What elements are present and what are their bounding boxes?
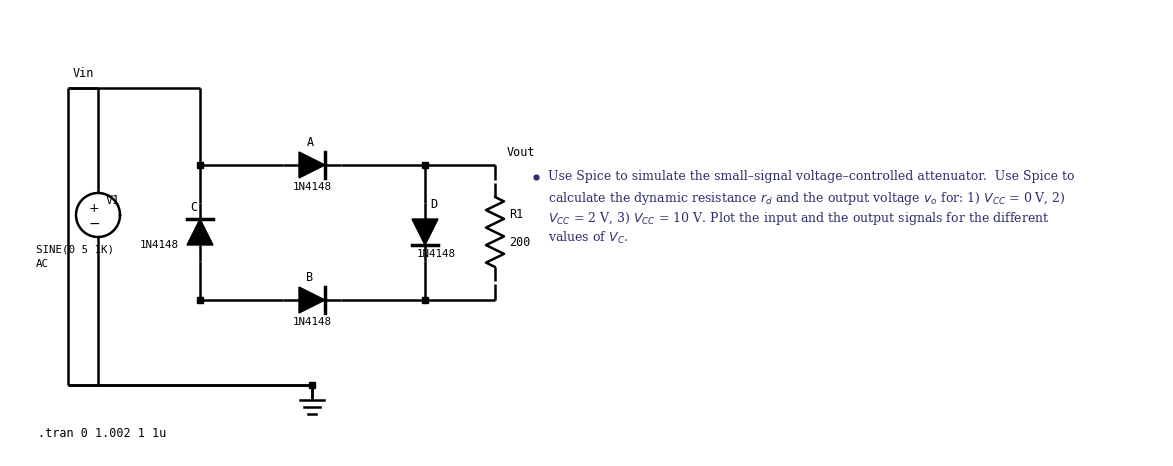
Text: B: B <box>306 271 313 284</box>
Text: +: + <box>89 203 100 215</box>
Polygon shape <box>412 219 438 245</box>
Text: Vin: Vin <box>73 67 94 80</box>
Polygon shape <box>299 152 325 178</box>
Polygon shape <box>187 219 213 245</box>
Polygon shape <box>299 287 325 313</box>
Text: Use Spice to simulate the small–signal voltage–controlled attenuator.  Use Spice: Use Spice to simulate the small–signal v… <box>548 170 1074 183</box>
Text: 1N4148: 1N4148 <box>416 249 456 259</box>
Text: values of $V_C$.: values of $V_C$. <box>548 230 629 246</box>
Text: 1N4148: 1N4148 <box>292 182 332 192</box>
Text: .tran 0 1.002 1 1u: .tran 0 1.002 1 1u <box>38 427 167 440</box>
Text: D: D <box>430 198 438 211</box>
Text: AC: AC <box>36 259 49 269</box>
Text: A: A <box>306 136 313 149</box>
Text: calculate the dynamic resistance $r_d$ and the output voltage $v_o$ for: 1) $V_{: calculate the dynamic resistance $r_d$ a… <box>548 190 1066 207</box>
Text: 1N4148: 1N4148 <box>292 317 332 327</box>
Text: C: C <box>190 201 197 214</box>
Text: R1: R1 <box>509 207 523 220</box>
Text: $V_{CC}$ = 2 V, 3) $V_{CC}$ = 10 V. Plot the input and the output signals for th: $V_{CC}$ = 2 V, 3) $V_{CC}$ = 10 V. Plot… <box>548 210 1050 227</box>
Text: 200: 200 <box>509 235 530 248</box>
Text: V1: V1 <box>106 194 121 207</box>
Text: 1N4148: 1N4148 <box>140 240 179 250</box>
Text: SINE(0 5 1K): SINE(0 5 1K) <box>36 245 114 255</box>
Text: Vout: Vout <box>507 146 536 159</box>
Text: −: − <box>88 217 100 231</box>
